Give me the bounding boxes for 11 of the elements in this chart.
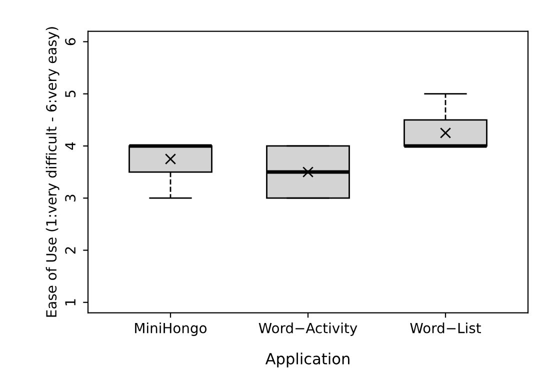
y-tick-label: 3 (65, 194, 76, 202)
y-tick-label: 4 (65, 142, 76, 150)
x-tick-label: Word−Activity (258, 322, 358, 336)
y-tick-label: 5 (65, 90, 76, 98)
y-tick-label: 2 (65, 247, 76, 254)
x-tick-label: Word−List (410, 322, 481, 334)
y-tick-label: 1 (65, 299, 76, 306)
y-tick-label: 6 (65, 38, 76, 46)
y-axis-title: Ease of Use (1:very difficult - 6:very easy) (46, 27, 60, 317)
x-tick-label: MiniHongo (135, 322, 207, 336)
x-axis-title: Application (265, 352, 350, 368)
